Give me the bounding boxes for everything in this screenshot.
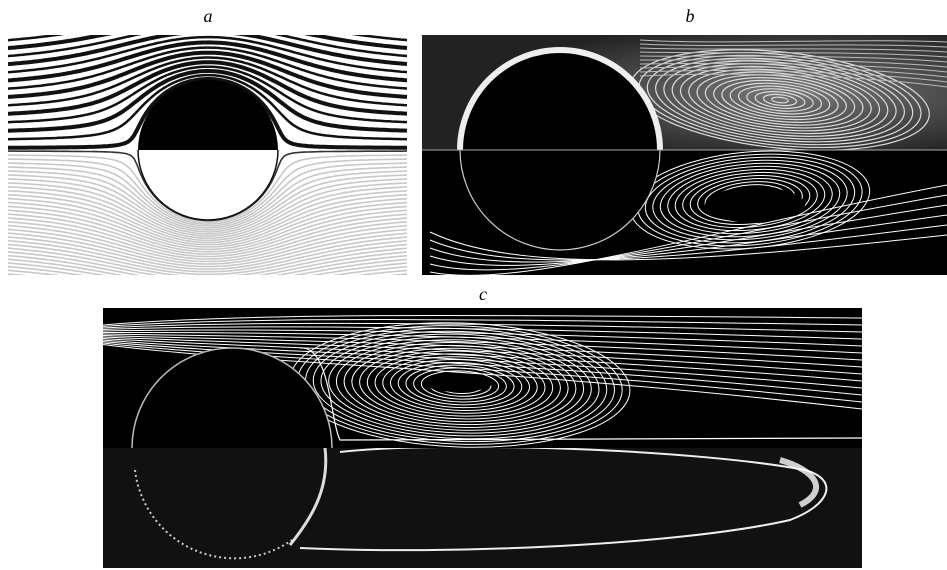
vortex-core <box>423 372 493 392</box>
panel-label: c <box>479 284 487 304</box>
streamline <box>8 281 407 302</box>
panel-b <box>422 35 947 275</box>
page: {"panels": [{"label": "a"}, {"label": "b… <box>0 0 947 570</box>
panel-a <box>8 0 408 308</box>
streamline <box>8 274 407 297</box>
panel-label: b <box>686 6 695 26</box>
streamline <box>8 285 407 305</box>
panel-label: a <box>204 6 213 26</box>
figure: a b c <box>0 0 947 570</box>
panel-c <box>103 308 862 568</box>
streamline <box>8 278 407 300</box>
streamline <box>8 289 407 309</box>
